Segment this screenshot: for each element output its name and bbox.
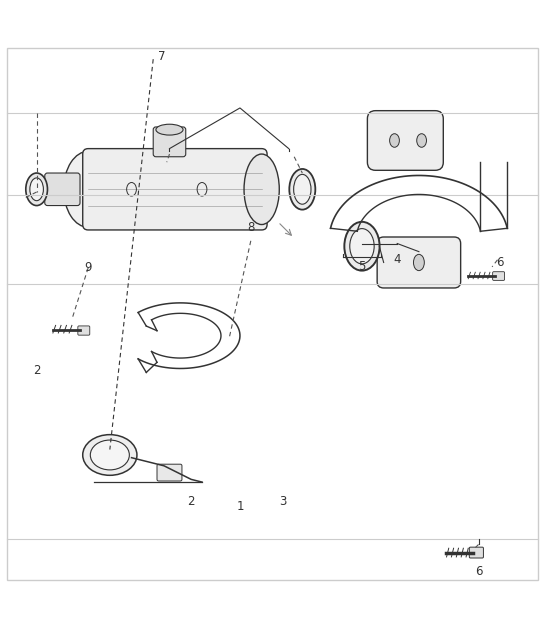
Text: 4: 4 <box>393 253 401 266</box>
Text: 6: 6 <box>475 565 482 578</box>
FancyBboxPatch shape <box>469 547 483 558</box>
Ellipse shape <box>244 154 279 225</box>
Ellipse shape <box>289 169 316 210</box>
Ellipse shape <box>90 440 129 470</box>
Text: 6: 6 <box>496 256 504 269</box>
FancyBboxPatch shape <box>367 111 443 170</box>
Ellipse shape <box>30 178 44 201</box>
Ellipse shape <box>390 134 399 148</box>
FancyBboxPatch shape <box>377 237 461 288</box>
Ellipse shape <box>414 254 425 271</box>
FancyBboxPatch shape <box>153 127 186 157</box>
Text: 2: 2 <box>33 364 40 377</box>
Text: 8: 8 <box>247 221 255 234</box>
FancyBboxPatch shape <box>45 173 80 205</box>
Ellipse shape <box>344 222 379 271</box>
Ellipse shape <box>26 173 47 205</box>
FancyBboxPatch shape <box>493 272 505 280</box>
Ellipse shape <box>350 229 374 264</box>
Ellipse shape <box>156 124 183 135</box>
Text: 2: 2 <box>187 495 195 507</box>
FancyBboxPatch shape <box>78 326 90 335</box>
Ellipse shape <box>294 175 311 204</box>
Text: 7: 7 <box>158 50 165 63</box>
Text: 3: 3 <box>280 495 287 507</box>
Text: 1: 1 <box>236 500 244 513</box>
Ellipse shape <box>417 134 427 148</box>
Text: 9: 9 <box>84 261 92 274</box>
FancyBboxPatch shape <box>83 149 267 230</box>
Ellipse shape <box>64 151 113 227</box>
FancyBboxPatch shape <box>157 464 182 481</box>
Ellipse shape <box>83 435 137 475</box>
Text: 5: 5 <box>358 260 366 273</box>
